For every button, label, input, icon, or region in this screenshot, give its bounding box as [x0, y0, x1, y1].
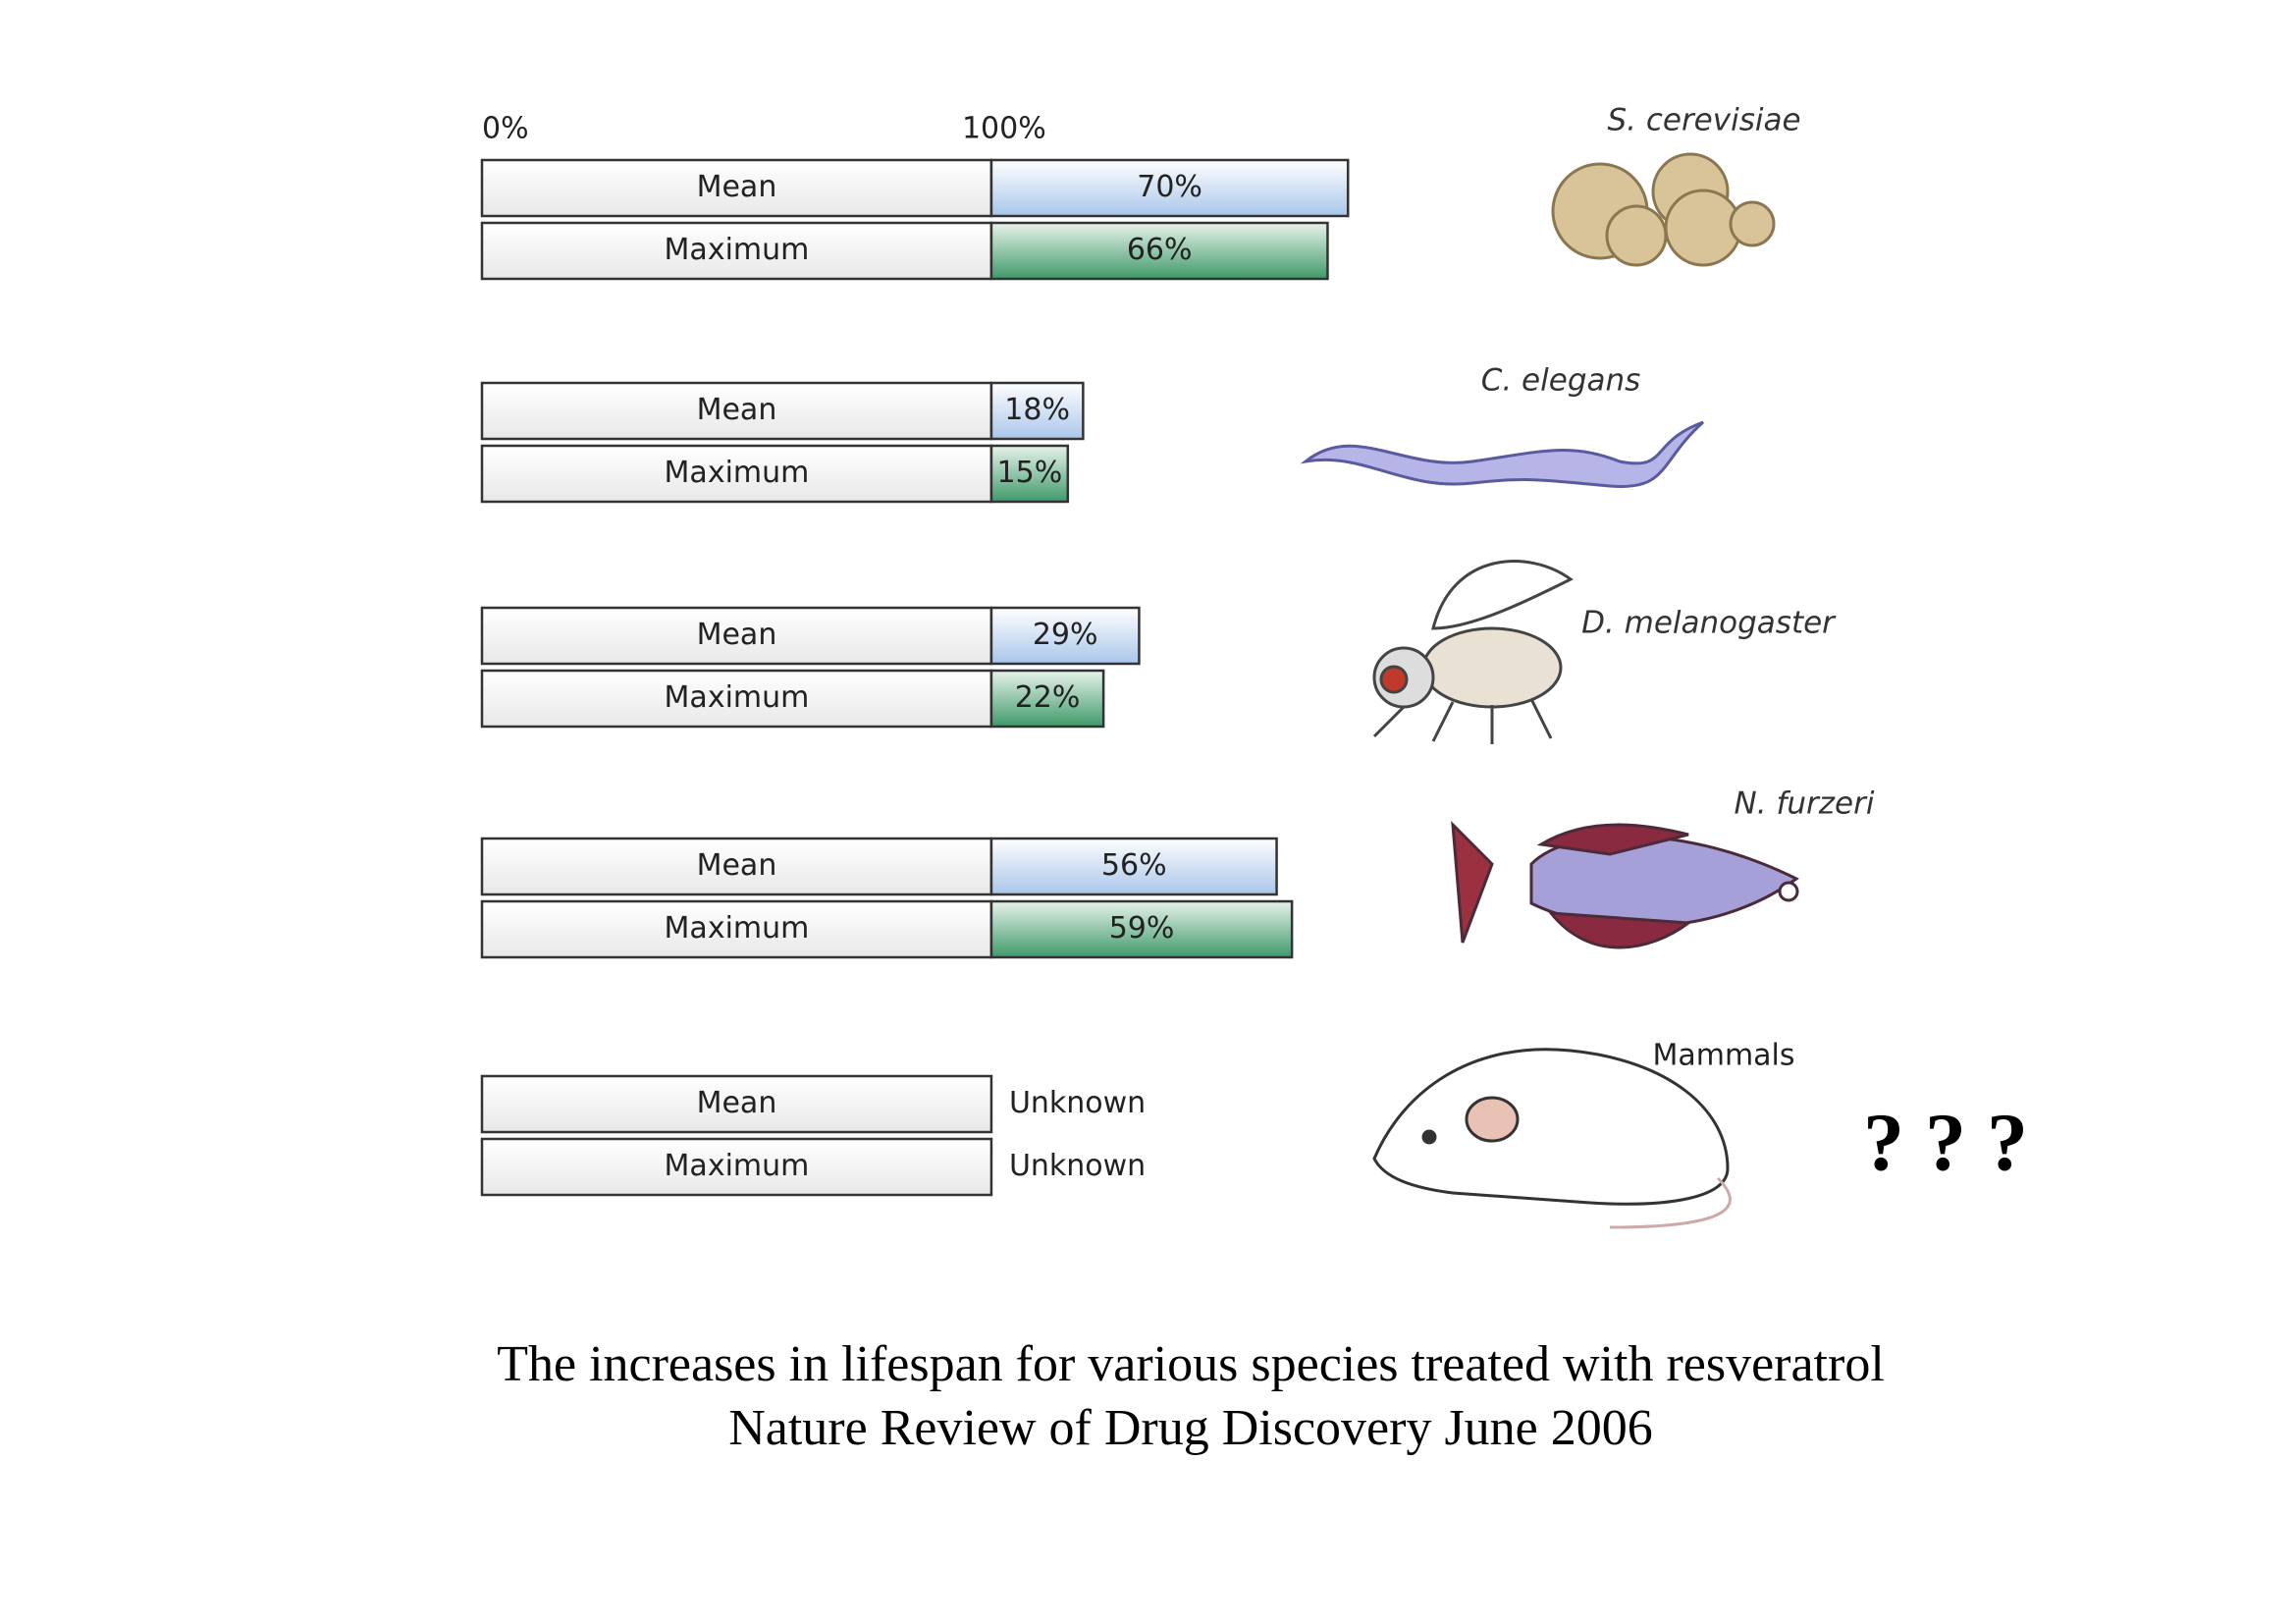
series-label: Mean [697, 618, 777, 652]
baseline-bar [480, 381, 993, 441]
baseline-bar [480, 221, 993, 281]
species-label: C. elegans [1481, 363, 1641, 399]
value-label: 15% [997, 456, 1063, 490]
series-label: Maximum [665, 911, 810, 946]
baseline-bar [480, 899, 993, 959]
bar [989, 381, 1085, 441]
series-label: Maximum [665, 456, 810, 490]
x-tick-label: 100% [962, 112, 1046, 146]
annotation: ? ? ? [1863, 1097, 2028, 1188]
value-label: 70% [1137, 170, 1202, 204]
caption: The increases in lifespan for various sp… [497, 1336, 1885, 1392]
worm-illustration [1300, 420, 1704, 489]
baseline-bar [480, 444, 993, 504]
series-label: Mean [697, 393, 777, 427]
bar [989, 221, 1329, 281]
series-label: Mean [697, 848, 777, 883]
bar [989, 899, 1294, 959]
bar [989, 606, 1141, 666]
value-label: 59% [1109, 911, 1175, 946]
series-label: Mean [697, 170, 777, 204]
species-label: N. furzeri [1735, 786, 1875, 822]
caption-source: Nature Review of Drug Discovery June 200… [728, 1400, 1653, 1456]
x-tick-label: 0% [482, 112, 529, 146]
bar [989, 837, 1278, 896]
series-label: Mean [697, 1086, 777, 1120]
value-label: 18% [1004, 393, 1070, 427]
species-label: D. melanogaster [1581, 606, 1837, 641]
bar [989, 444, 1070, 504]
value-label: 56% [1101, 848, 1167, 883]
fly-illustration [1372, 560, 1574, 744]
baseline-bar [480, 606, 993, 666]
series-label: Maximum [665, 233, 810, 267]
value-label: 22% [1015, 680, 1081, 715]
species-label: S. cerevisiae [1607, 103, 1800, 138]
baseline-bar [480, 837, 993, 896]
species-label: Mammals [1652, 1039, 1794, 1073]
baseline-bar [480, 1137, 993, 1197]
series-label: Maximum [665, 1149, 810, 1183]
baseline-bar [480, 1074, 993, 1134]
yeast-illustration [1551, 152, 1776, 267]
bar [989, 158, 1350, 218]
value-label: 29% [1033, 618, 1098, 652]
fish-illustration [1451, 821, 1799, 949]
series-label: Maximum [665, 680, 810, 715]
value-label: 66% [1127, 233, 1193, 267]
value-label: Unknown [1009, 1149, 1146, 1183]
value-label: Unknown [1009, 1086, 1146, 1120]
bar [989, 669, 1105, 729]
baseline-bar [480, 669, 993, 729]
mouse-illustration [1372, 1048, 1732, 1229]
